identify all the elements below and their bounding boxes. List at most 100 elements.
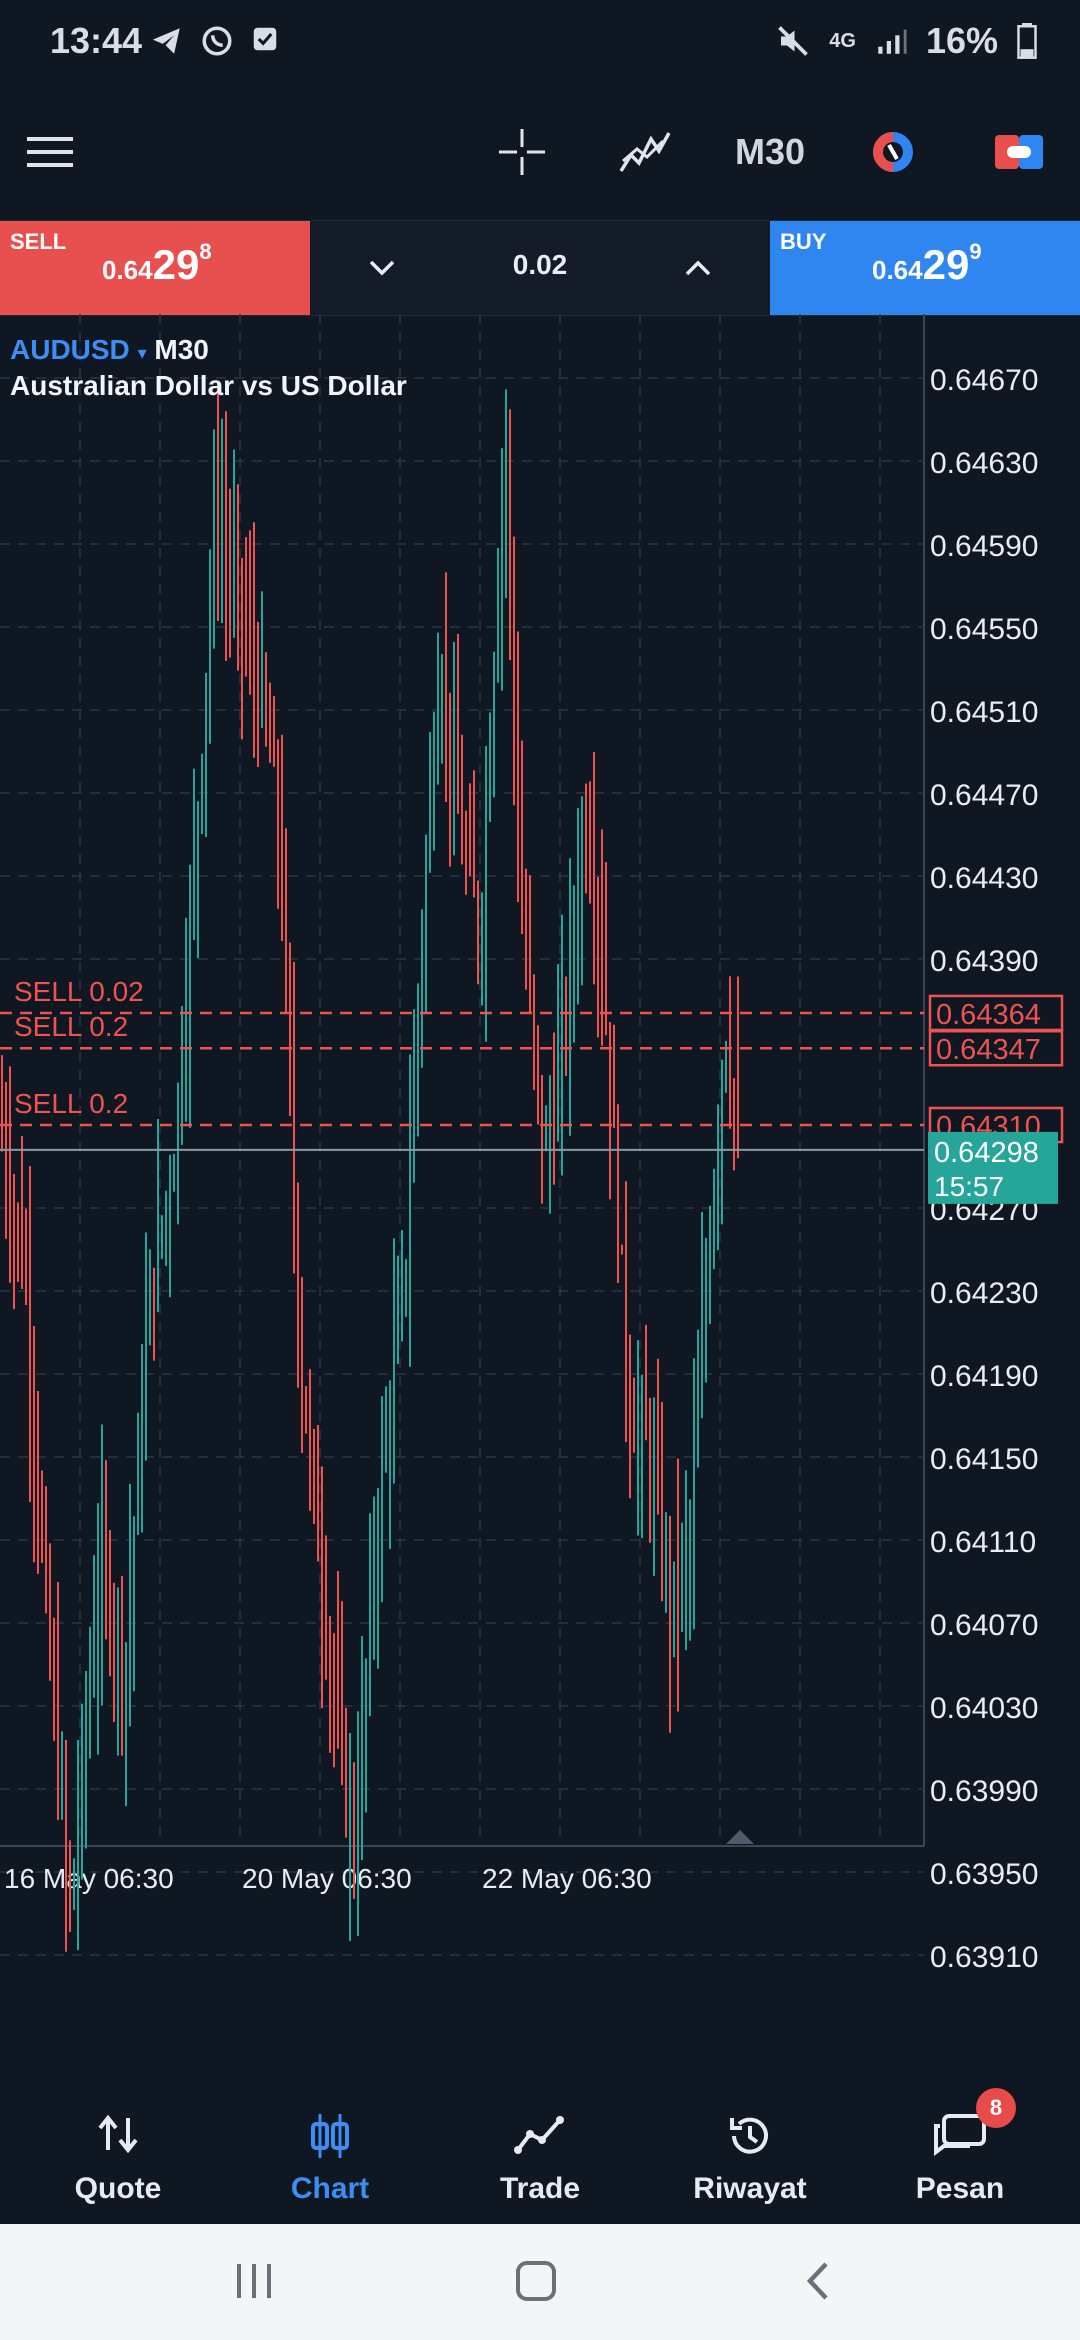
y-tick-label: 0.64590 xyxy=(930,530,1038,563)
chart-candles-icon xyxy=(311,2114,349,2158)
recent-apps-icon[interactable] xyxy=(234,2258,274,2304)
messages-badge: 8 xyxy=(976,2088,1016,2128)
nav-trade[interactable]: Trade xyxy=(440,2076,640,2224)
order-label[interactable]: SELL 0.2 xyxy=(14,1011,128,1042)
chevron-down-icon xyxy=(369,260,395,276)
y-tick-label: 0.64430 xyxy=(930,862,1038,895)
battery-percent: 16% xyxy=(925,20,998,61)
x-tick-label: 22 May 06:30 xyxy=(482,1863,652,1894)
volume-value[interactable]: 0.02 xyxy=(512,249,568,280)
one-click-trading-button[interactable] xyxy=(862,110,924,194)
x-tick-label: 16 May 06:30 xyxy=(4,1863,174,1894)
status-right: 4G 16% xyxy=(775,20,1038,62)
y-tick-label: 0.63950 xyxy=(930,1858,1038,1891)
y-tick-label: 0.64150 xyxy=(930,1443,1038,1476)
sell-label: SELL xyxy=(10,229,67,254)
buy-price-prefix: 0.64 xyxy=(872,255,923,285)
y-tick-label: 0.64470 xyxy=(930,779,1038,812)
mute-icon xyxy=(778,26,809,56)
telegram-icon xyxy=(152,28,180,54)
y-tick-label: 0.64670 xyxy=(930,364,1038,397)
menu-icon xyxy=(27,137,73,167)
one-click-trading-icon xyxy=(873,132,913,172)
y-tick-label: 0.64030 xyxy=(930,1692,1038,1725)
one-click-trade-bar: SELL 0.64298 0.02 BUY 0.64299 xyxy=(0,220,1080,316)
x-tick-label: 20 May 06:30 xyxy=(242,1863,412,1894)
sell-button[interactable]: SELL 0.64298 xyxy=(0,221,310,315)
nav-chart[interactable]: Chart xyxy=(230,2076,430,2224)
status-time: 13:44 xyxy=(50,20,143,61)
order-price-label: 0.64347 xyxy=(936,1034,1041,1066)
nav-label: Quote xyxy=(74,2172,162,2205)
y-tick-label: 0.64110 xyxy=(930,1526,1036,1559)
quote-arrows-icon xyxy=(98,2114,138,2154)
bar-countdown-label: 15:57 xyxy=(934,1171,1004,1202)
y-tick-label: 0.64550 xyxy=(930,613,1038,646)
y-tick-label: 0.63910 xyxy=(930,1941,1038,1974)
nav-label: Pesan xyxy=(915,2172,1005,2205)
buy-label: BUY xyxy=(780,229,827,254)
checkbox-icon xyxy=(253,27,277,51)
symbol-dropdown-icon[interactable]: ▾ xyxy=(137,343,147,363)
nav-messages[interactable]: 8 Pesan xyxy=(860,2076,1060,2224)
symbol-header[interactable]: AUDUSD ▾ M30 xyxy=(10,334,209,366)
indicators-icon xyxy=(619,132,671,172)
whatsapp-icon xyxy=(202,26,232,56)
indicators-button[interactable] xyxy=(612,110,678,194)
status-notification-icons xyxy=(150,24,280,58)
objects-icon xyxy=(995,135,1043,169)
buy-button[interactable]: BUY 0.64299 xyxy=(770,221,1080,315)
buy-price-sup: 9 xyxy=(969,239,982,264)
buy-price: 0.64299 xyxy=(872,239,982,289)
symbol-name[interactable]: AUDUSD xyxy=(10,334,130,365)
objects-button[interactable] xyxy=(990,110,1048,194)
timeframe-label: M30 xyxy=(734,131,806,172)
trade-line-icon xyxy=(514,2116,564,2154)
home-icon[interactable] xyxy=(514,2258,558,2304)
chart-toolbar: M30 xyxy=(0,110,1080,194)
history-icon xyxy=(730,2117,768,2154)
y-tick-label: 0.64630 xyxy=(930,447,1038,480)
nav-label: Trade xyxy=(499,2172,581,2205)
y-tick-label: 0.64190 xyxy=(930,1360,1038,1393)
symbol-description: Australian Dollar vs US Dollar xyxy=(10,370,407,401)
buy-price-big: 29 xyxy=(922,241,970,288)
order-label[interactable]: SELL 0.2 xyxy=(14,1088,128,1119)
order-price-tag xyxy=(928,1029,1064,1067)
messages-icon xyxy=(934,2114,986,2156)
y-tick-label: 0.64230 xyxy=(930,1277,1038,1310)
menu-button[interactable] xyxy=(20,110,80,194)
network-type: 4G xyxy=(829,29,856,52)
sell-price-prefix: 0.64 xyxy=(102,255,153,285)
current-price-tag xyxy=(928,1131,1058,1204)
nav-quote[interactable]: Quote xyxy=(18,2076,218,2224)
sell-price-sup: 8 xyxy=(199,239,212,264)
sell-price-big: 29 xyxy=(152,241,200,288)
nav-label: Riwayat xyxy=(693,2172,807,2205)
signal-icon xyxy=(878,29,907,54)
bottom-navigation: Quote Chart Trade Riwayat 8 Pesan xyxy=(0,2076,1080,2224)
y-tick-label: 0.64510 xyxy=(930,696,1038,729)
chart-shift-marker[interactable] xyxy=(726,1830,754,1844)
volume-increase-button[interactable] xyxy=(676,241,720,295)
crosshair-icon xyxy=(499,129,545,175)
current-price-label: 0.64298 xyxy=(934,1137,1039,1169)
timeframe-button[interactable]: M30 xyxy=(728,110,812,194)
symbol-timeframe: M30 xyxy=(154,334,209,365)
order-price-label: 0.64364 xyxy=(936,999,1041,1031)
y-tick-label: 0.64390 xyxy=(930,945,1038,978)
system-navigation-bar xyxy=(0,2224,1080,2340)
back-icon[interactable] xyxy=(802,2258,832,2304)
battery-icon xyxy=(1017,23,1037,59)
order-label[interactable]: SELL 0.02 xyxy=(14,976,144,1007)
volume-decrease-button[interactable] xyxy=(360,241,404,295)
price-chart[interactable]: 0.64670 0.64630 0.64590 0.64550 0.64510 0.644… xyxy=(0,314,1080,2034)
sell-price: 0.64298 xyxy=(102,239,212,289)
nav-history[interactable]: Riwayat xyxy=(650,2076,850,2224)
order-price-tag xyxy=(928,994,1064,1032)
crosshair-button[interactable] xyxy=(492,110,552,194)
chart-canvas[interactable]: 0.64670 0.64630 0.64590 0.64550 0.64510 0.644… xyxy=(0,314,1080,2034)
chevron-up-icon xyxy=(685,260,711,276)
y-tick-label: 0.64070 xyxy=(930,1609,1038,1642)
status-bar: 13:44 4G 16% xyxy=(0,0,1080,86)
